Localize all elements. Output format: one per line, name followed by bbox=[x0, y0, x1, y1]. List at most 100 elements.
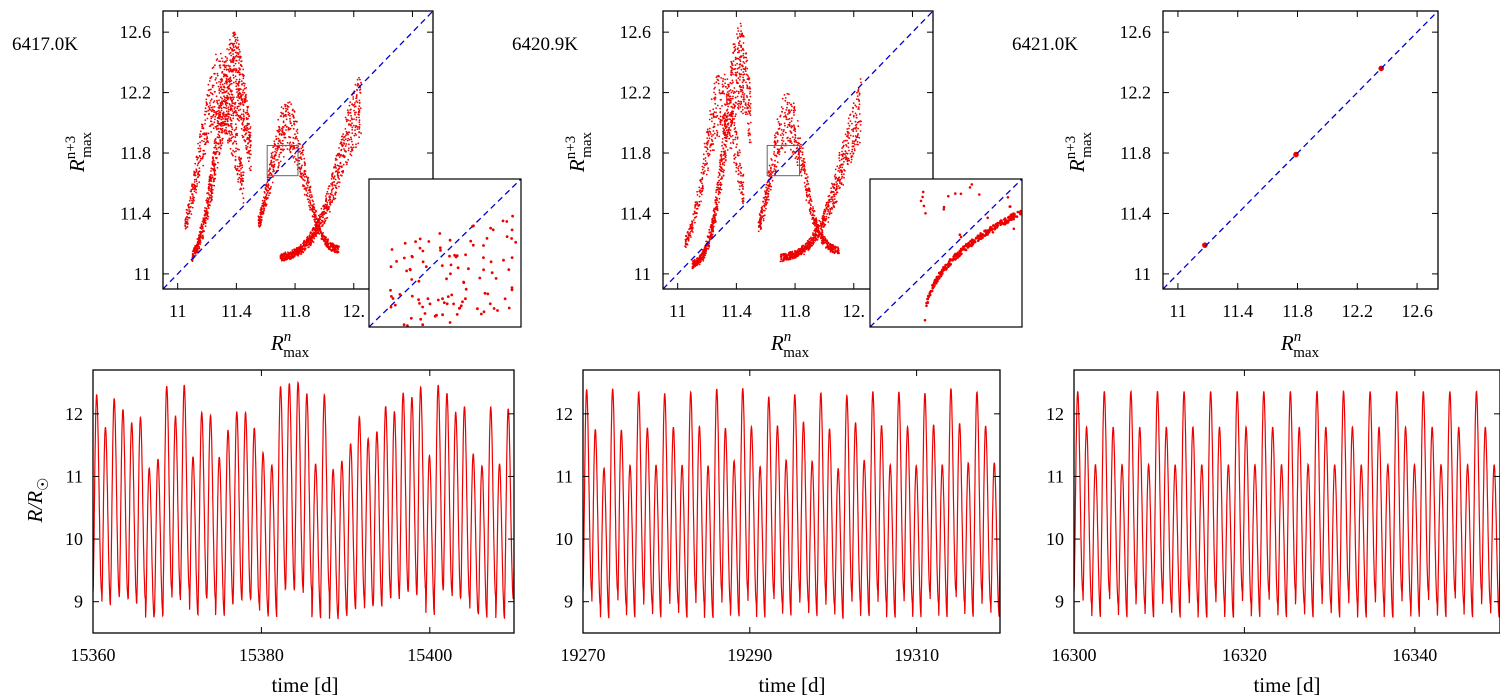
scatter-point bbox=[247, 105, 250, 108]
scatter-point bbox=[321, 237, 324, 240]
scatter-point bbox=[811, 209, 814, 212]
scatter-point bbox=[354, 113, 356, 116]
scatter-point bbox=[227, 78, 230, 81]
scatter-point bbox=[240, 172, 243, 174]
scatter-point bbox=[779, 115, 782, 118]
scatter-point bbox=[698, 200, 701, 203]
scatter-point bbox=[210, 170, 212, 172]
scatter-point bbox=[262, 196, 265, 199]
scatter-point bbox=[273, 160, 275, 163]
scatter-point bbox=[279, 148, 282, 151]
scatter-point bbox=[795, 155, 798, 158]
scatter-point bbox=[708, 137, 711, 140]
scatter-point bbox=[742, 52, 745, 55]
scatter-point bbox=[726, 91, 729, 93]
scatter-point bbox=[225, 81, 227, 83]
scatter-point bbox=[783, 115, 785, 118]
scatter-point bbox=[769, 182, 771, 185]
inset-point bbox=[450, 293, 454, 297]
inset-point bbox=[467, 267, 470, 271]
scatter-point bbox=[278, 140, 280, 143]
scatter-point bbox=[206, 136, 209, 138]
identity-diagonal bbox=[163, 11, 433, 289]
scatter-point bbox=[725, 129, 728, 132]
scatter-point bbox=[704, 157, 707, 159]
scatter-point bbox=[315, 223, 318, 225]
scatter-point bbox=[236, 71, 239, 74]
scatter-point bbox=[729, 98, 732, 100]
scatter-point bbox=[773, 140, 776, 142]
scatter-point bbox=[715, 129, 718, 132]
scatter-point bbox=[234, 40, 237, 43]
scatter-point bbox=[225, 68, 228, 71]
scatter-point bbox=[225, 83, 228, 85]
scatter-point bbox=[233, 108, 236, 110]
scatter-point bbox=[299, 143, 301, 146]
scatter-point bbox=[767, 198, 770, 201]
scatter-point bbox=[200, 231, 203, 234]
scatter-point bbox=[729, 81, 732, 84]
scatter-point bbox=[219, 60, 222, 63]
scatter-point bbox=[234, 110, 237, 112]
scatter-point bbox=[732, 107, 734, 109]
scatter-point bbox=[832, 245, 835, 248]
scatter-point bbox=[736, 143, 738, 146]
scatter-point bbox=[337, 176, 340, 179]
scatter-point bbox=[724, 114, 727, 117]
inset-point bbox=[402, 323, 406, 327]
scatter-point bbox=[243, 115, 245, 118]
scatter-point bbox=[197, 176, 200, 178]
scatter-point bbox=[326, 216, 329, 219]
scatter-point bbox=[343, 143, 346, 145]
scatter-point bbox=[240, 60, 243, 63]
scatter-point bbox=[238, 43, 240, 46]
scatter-point bbox=[707, 133, 710, 136]
scatter-point bbox=[206, 192, 209, 195]
scatter-point bbox=[243, 82, 246, 85]
scatter-point bbox=[724, 123, 727, 126]
scatter-point bbox=[269, 171, 272, 174]
scatter-point bbox=[246, 138, 248, 141]
scatter-point bbox=[742, 54, 745, 57]
scatter-point bbox=[239, 50, 241, 53]
scatter-point bbox=[234, 75, 237, 78]
ytick-label: 12.2 bbox=[120, 83, 152, 103]
scatter-point bbox=[726, 135, 729, 138]
scatter-point bbox=[733, 122, 736, 124]
scatter-point bbox=[744, 107, 746, 109]
scatter-point bbox=[774, 164, 776, 166]
scatter-point bbox=[268, 173, 270, 176]
scatter-point bbox=[705, 240, 707, 243]
scatter-point bbox=[701, 252, 704, 255]
scatter-point bbox=[237, 90, 240, 92]
scatter-point bbox=[356, 128, 359, 131]
scatter-point bbox=[723, 143, 726, 146]
scatter-point bbox=[225, 107, 228, 110]
scatter-point bbox=[726, 101, 728, 104]
scatter-point bbox=[213, 146, 216, 149]
scatter-point bbox=[712, 219, 715, 222]
scatter-point bbox=[738, 85, 741, 88]
scatter-point bbox=[715, 76, 718, 79]
scatter-point bbox=[208, 175, 211, 178]
scatter-point bbox=[738, 102, 740, 105]
scatter-point bbox=[345, 118, 348, 121]
scatter-point bbox=[357, 110, 360, 113]
scatter-point bbox=[312, 211, 315, 214]
scatter-point bbox=[728, 99, 730, 101]
scatter-point bbox=[723, 128, 725, 131]
scatter-point bbox=[186, 219, 189, 221]
scatter-point bbox=[230, 120, 233, 122]
scatter-point bbox=[696, 258, 699, 261]
scatter-point bbox=[198, 247, 200, 250]
scatter-point bbox=[742, 35, 745, 38]
scatter-point bbox=[723, 114, 725, 116]
scatter-point bbox=[799, 147, 802, 150]
scatter-point bbox=[786, 101, 789, 104]
scatter-point bbox=[773, 134, 776, 137]
scatter-point bbox=[761, 205, 764, 208]
scatter-point bbox=[692, 263, 695, 266]
scatter-point bbox=[306, 187, 309, 189]
scatter-point bbox=[216, 142, 218, 145]
scatter-point bbox=[731, 115, 734, 118]
